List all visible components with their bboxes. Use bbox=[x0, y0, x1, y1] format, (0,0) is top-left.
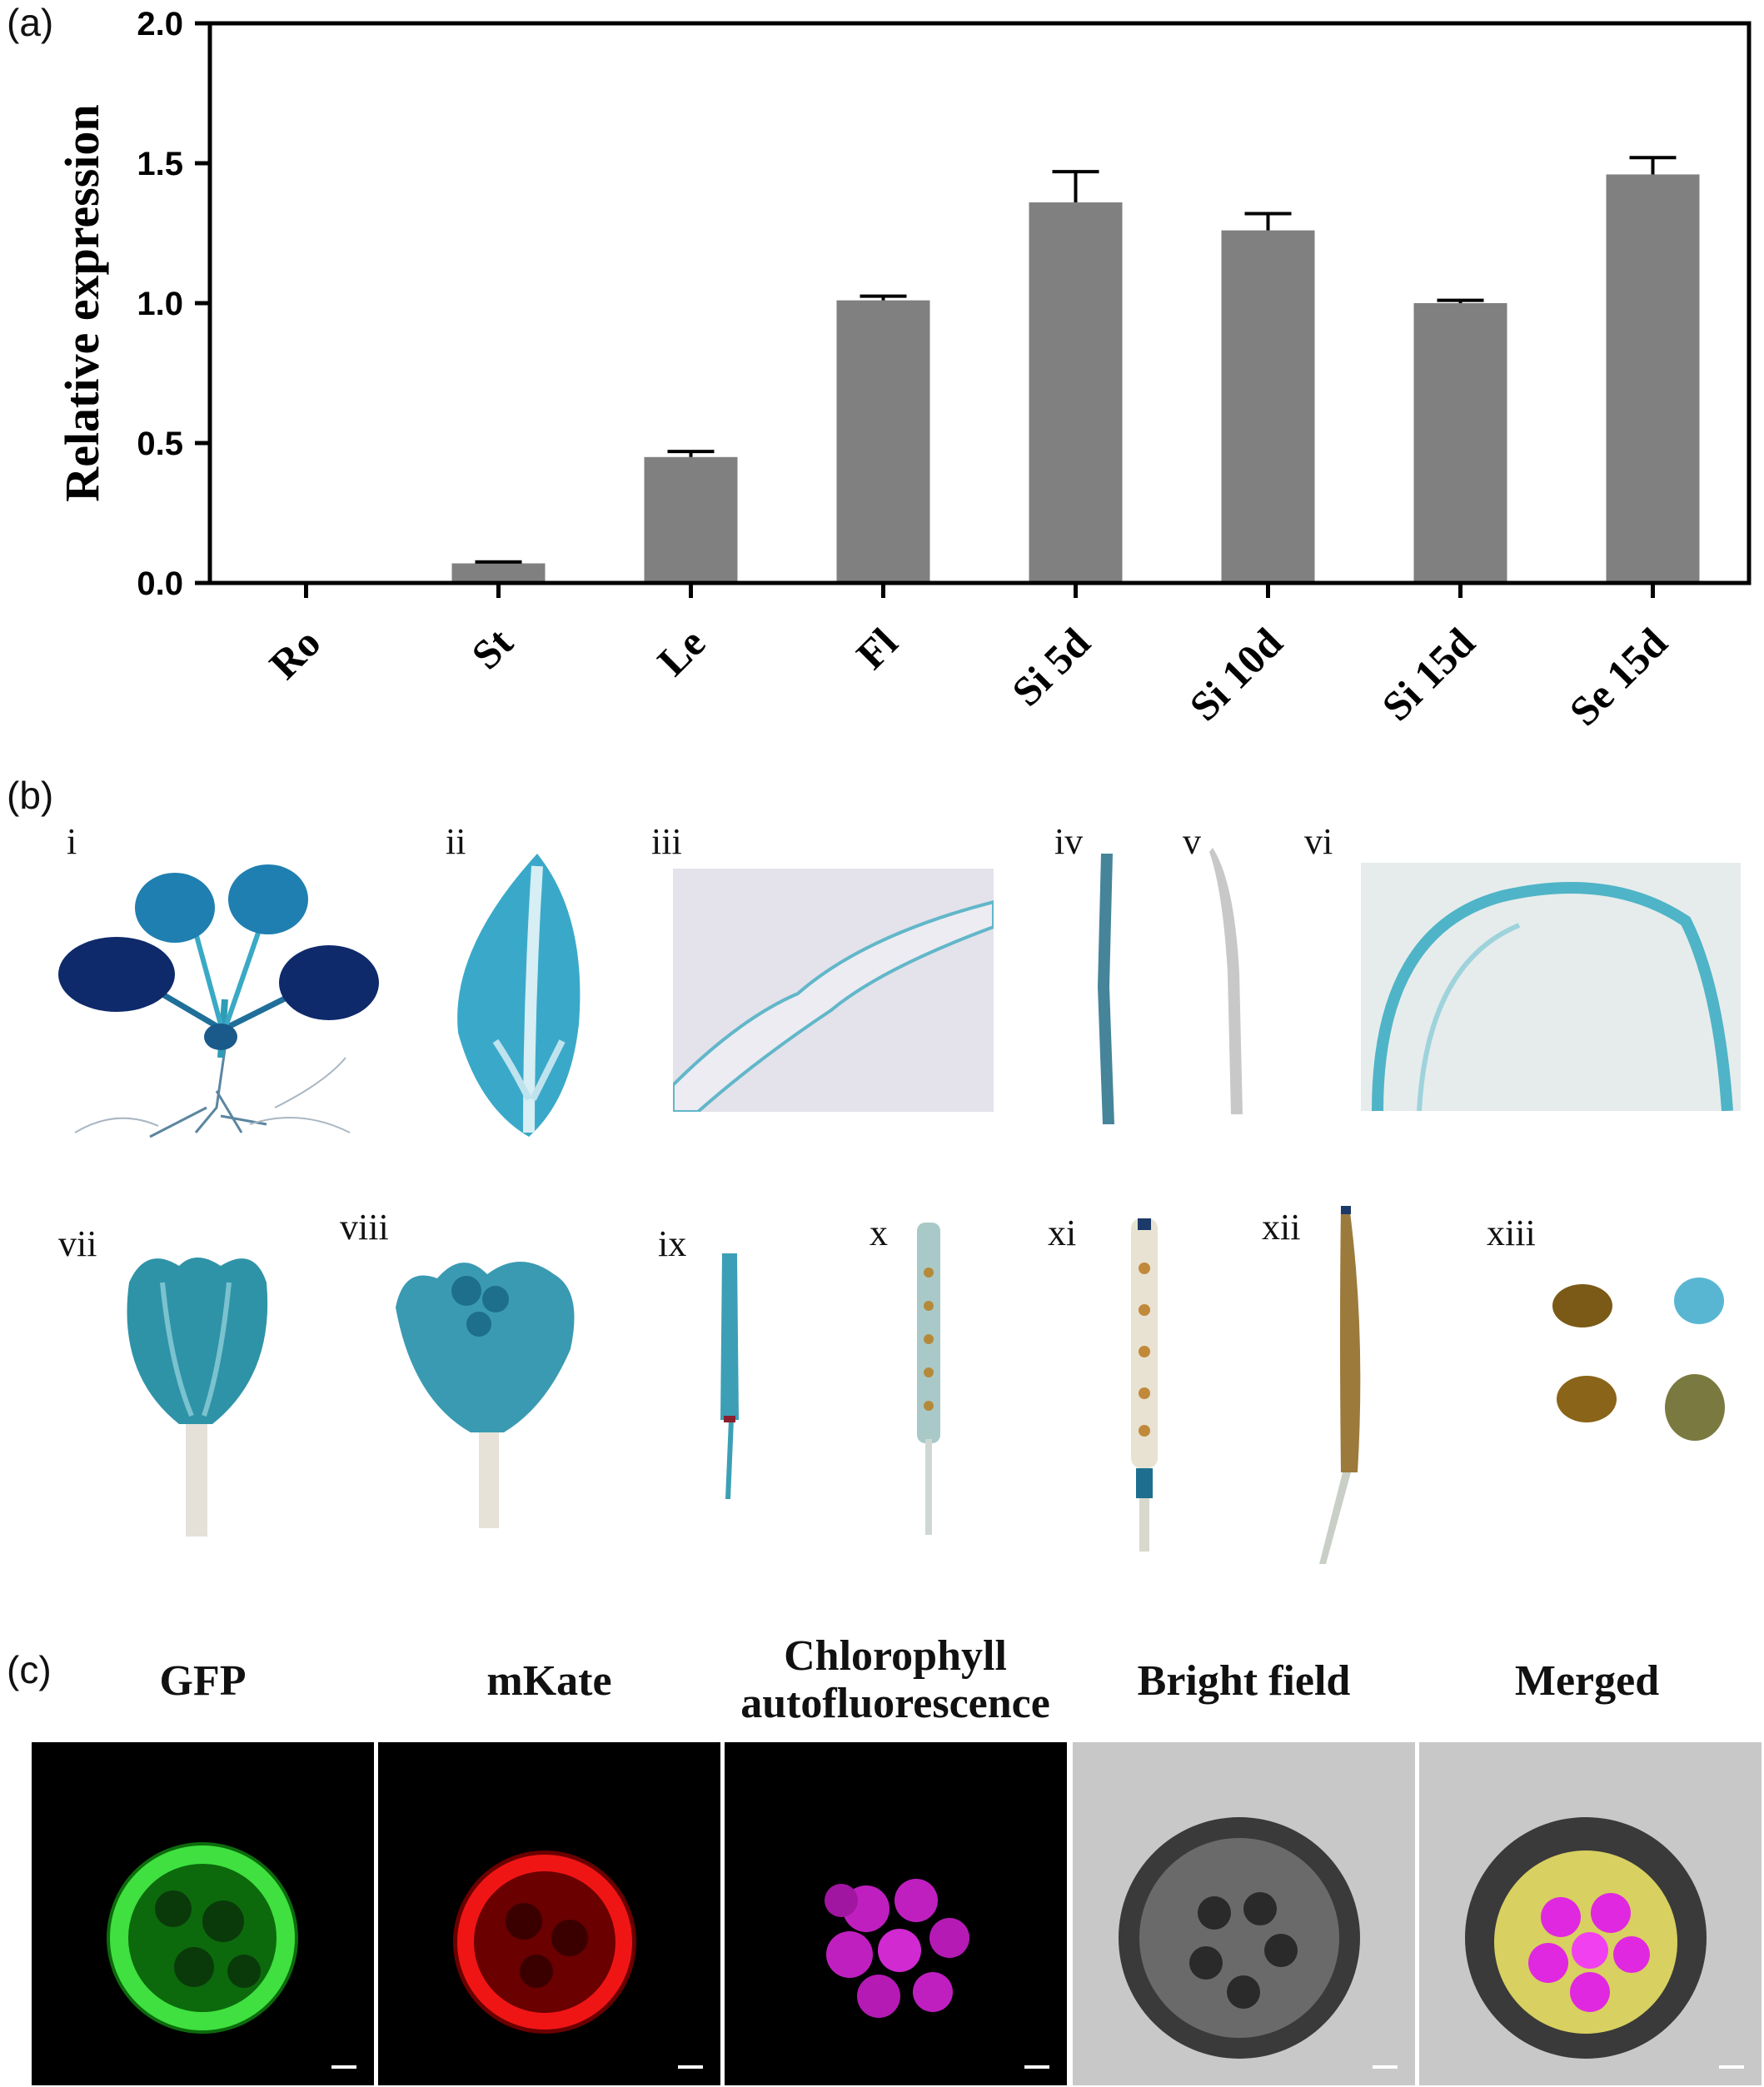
error-bar-4 bbox=[1052, 170, 1099, 203]
error-bar-7 bbox=[1629, 156, 1677, 175]
error-bar-3 bbox=[860, 294, 907, 301]
open-flower-gus-image bbox=[396, 1262, 575, 1528]
label-vi: vi bbox=[1304, 821, 1333, 862]
silique-5d-image bbox=[720, 1253, 739, 1499]
relative-expression-bar-chart: 0.0 0.5 1.0 1.5 2.0 Ro St Le Fl Si 5d Si 10d Si 15… bbox=[55, 6, 1752, 735]
title-mkate: mKate bbox=[486, 1657, 612, 1705]
plot-frame bbox=[207, 21, 1752, 585]
label-x: x bbox=[870, 1213, 888, 1253]
panel-label-c: (c) bbox=[7, 1648, 52, 1691]
y-tick-label-2: 1.0 bbox=[137, 286, 183, 322]
label-ii: ii bbox=[446, 821, 466, 862]
merged-micrograph bbox=[1419, 1742, 1762, 2085]
x-tick-label-2: Le bbox=[648, 619, 714, 685]
label-vii: vii bbox=[58, 1223, 97, 1264]
label-xii: xii bbox=[1262, 1207, 1301, 1248]
bar-4 bbox=[1029, 202, 1123, 584]
panel-label-a: (a) bbox=[7, 1, 54, 44]
seedling-gus-image bbox=[58, 864, 379, 1138]
y-tick-label-3: 1.5 bbox=[137, 146, 183, 182]
bar-2 bbox=[644, 456, 738, 583]
label-viii: viii bbox=[340, 1207, 389, 1248]
label-xiii: xiii bbox=[1487, 1213, 1536, 1253]
bright-field-micrograph bbox=[1073, 1742, 1415, 2085]
seeds-image bbox=[1552, 1278, 1725, 1441]
mkate-micrograph bbox=[378, 1742, 720, 2085]
label-iii: iii bbox=[651, 821, 682, 862]
x-tick-label-1: St bbox=[462, 619, 521, 678]
y-axis-label: Relative expression bbox=[55, 104, 109, 501]
x-tick-label-4: Si 5d bbox=[1003, 619, 1099, 715]
error-bar-5 bbox=[1244, 212, 1292, 231]
title-bright-field: Bright field bbox=[1137, 1657, 1351, 1705]
title-merged: Merged bbox=[1514, 1657, 1660, 1705]
stem-gus-image bbox=[1098, 854, 1114, 1124]
x-tick-label-0: Ro bbox=[260, 619, 329, 688]
panel-label-b: (b) bbox=[7, 774, 54, 817]
stem-control-image bbox=[1209, 848, 1243, 1114]
label-i: i bbox=[67, 821, 77, 862]
flower-gus-image bbox=[127, 1258, 268, 1537]
y-tick-label-4: 2.0 bbox=[137, 6, 183, 42]
leaf-gus-image bbox=[457, 854, 581, 1137]
cross-section-image bbox=[1361, 863, 1741, 1111]
silique-10d-image bbox=[917, 1223, 940, 1535]
label-ix: ix bbox=[658, 1223, 687, 1264]
label-xi: xi bbox=[1048, 1213, 1077, 1253]
y-tick-label-1: 0.5 bbox=[137, 426, 183, 462]
y-tick-label-0: 0.0 bbox=[137, 565, 183, 602]
bar-3 bbox=[836, 300, 930, 583]
error-bar-2 bbox=[667, 450, 715, 457]
error-bar-6 bbox=[1437, 298, 1484, 303]
chlorophyll-micrograph bbox=[725, 1742, 1067, 2085]
title-gfp: GFP bbox=[159, 1657, 247, 1705]
silique-15d-image bbox=[1131, 1218, 1158, 1552]
bar-6 bbox=[1413, 303, 1507, 583]
stem-section-image bbox=[673, 869, 994, 1112]
label-iv: iv bbox=[1054, 821, 1084, 862]
gfp-micrograph bbox=[32, 1742, 374, 2085]
bar-5 bbox=[1221, 230, 1315, 583]
x-tick-label-6: Si 15d bbox=[1373, 619, 1483, 730]
label-v: v bbox=[1183, 821, 1201, 862]
x-tick-label-3: Fl bbox=[847, 619, 906, 678]
title-chlorophyll: Chlorophyll autofluorescence bbox=[740, 1632, 1050, 1728]
x-tick-label-5: Si 10d bbox=[1180, 619, 1291, 730]
x-tick-label-7: Se 15d bbox=[1560, 619, 1676, 735]
mature-silique-image bbox=[1319, 1206, 1361, 1564]
error-bar-1 bbox=[475, 560, 522, 564]
bar-7 bbox=[1606, 174, 1700, 583]
bar-1 bbox=[451, 563, 546, 583]
